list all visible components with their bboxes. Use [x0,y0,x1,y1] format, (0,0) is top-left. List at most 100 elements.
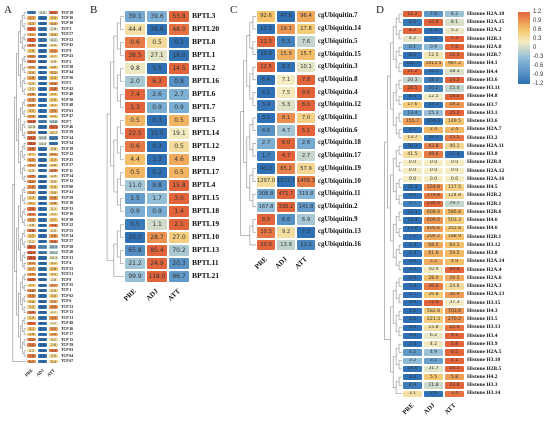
heatmap-cell: 0.5 [37,320,48,327]
heatmap-cell: 4.4 [48,20,59,27]
heatmap-row: 3.3 5.5 5.8 [402,373,465,382]
heatmap-row: 0.7 236.5 79.7 [402,199,465,208]
row-label: Histone H3.1 [467,109,498,116]
row-label: cgUbiquitin.18 [318,139,361,147]
row-label: cgUbiquitin.16 [318,241,361,249]
row-label: Histone H2A.6 [467,274,502,281]
heatmap-row: 0.6 179.8 124.8 [402,191,465,200]
heatmap-cell: 30.9 [444,290,465,299]
heatmap-cell: 47.6 [276,10,296,23]
heatmap-cell: 2.6 [423,389,444,398]
dendrogram-branches [106,16,124,277]
heatmap-row: 11.3 19.1 17.8 [256,22,316,36]
heatmap-cell: 15.5 [444,51,465,60]
heatmap-cell: 1072.7 [276,175,296,188]
heatmap-cell: 61.6 [423,249,444,258]
heatmap-cell: 2.2 [26,86,37,92]
row-label: cgUbiquitin.15 [318,50,361,58]
row-label: TCP 48 [61,103,74,108]
heatmap-cell: 270.2 [444,315,465,324]
row-label: Histone H3.2 [467,134,498,141]
heatmap-cell: 4.2 [423,340,444,349]
row-label: Histone H2B.7 [467,52,502,59]
heatmap-row: 4.2 0.8 2.9 [26,59,59,65]
heatmap-row: 0.9 28.0 29.5 [402,274,465,283]
heatmap-cell: 3.3 [402,373,423,382]
heatmap-row: 4.3 0.9 2.8 [26,277,59,283]
heatmap-cell: 0.9 [124,205,146,218]
heatmap-cell: 4.7 [276,124,296,137]
heatmap-cell: 1.4 [402,282,423,291]
heatmap-cell: 5.1 [296,124,316,137]
row-label: TCP 1 [61,288,72,293]
row-label: Histone H2A.11 [467,142,504,149]
heatmap-row: 0.0 0.0 0.0 [402,166,465,175]
heatmap-cell: 11.9 [48,135,59,141]
heatmap-cell: 2.5 [402,315,423,324]
row-label: Histone H3.7 [467,101,498,108]
row-label: cgUbiquitin.2 [318,202,358,210]
heatmap-cell: 15.8 [423,323,444,332]
heatmap-cell: 2.7 [48,217,59,223]
heatmap-row: 2.8 0.8 3.2 [26,48,59,54]
heatmap-cell: 14.1 [26,135,37,141]
heatmap-cell: 2.8 [48,277,59,283]
heatmap-cell: 1.3 [37,358,48,365]
legend-tick-label: -0.9 [533,72,544,78]
heatmap-row: 2.9 0.3 2.5 [26,97,59,103]
heatmap-cell: 2.6 [26,331,37,337]
heatmap-cell: 9.8 [124,62,146,75]
heatmap-cell: 5.8 [444,373,465,382]
heatmap-cell: 405.6 [423,224,444,233]
heatmap-row: 4.2 0.6 3.1 [26,337,59,343]
row-label: TCP 53 [61,304,74,309]
heatmap-cell: 0.6 [37,260,48,267]
heatmap-cell: 48.6 [423,150,444,159]
heatmap-cell: 28.0 [423,274,444,283]
heatmap-row: 4.4 1.3 4.6 [124,153,190,166]
heatmap-cell: 4.4 [124,153,146,166]
heatmap-cell: 6.6 [276,213,296,226]
heatmap-cell: 13.9 [276,238,296,252]
heatmap-cell: 0.8 [37,266,48,272]
heatmap-cell: 3.1 [26,26,37,32]
heatmap-cell: 2.6 [26,75,37,81]
heatmap-cell: 0.8 [37,342,48,348]
heatmap-row: 46.1 22.0 26.5 [26,244,59,250]
row-label: cgUbiquitin.13 [318,228,361,236]
heatmap-row: 2.1 2.4 2.4 [402,125,465,134]
heatmap-cell: 18.3 [37,249,48,256]
dendrogram-branches [240,16,256,246]
row-label: TCP 16 [61,212,74,217]
heatmap-cell: 4.0 [48,80,59,87]
heatmap-cell: 109.3 [423,117,444,126]
row-label: Histone H3.5 [467,316,498,323]
row-label: BPTL9 [192,154,216,164]
heatmap-row: 40.2 65.2 57.9 [256,162,316,176]
heatmap-cell: 12.1 [402,208,423,217]
heatmap-row: 3.7 0.5 2.2 [26,320,59,327]
heatmap-cell: 22.5 [124,127,146,140]
heatmap-row: 1.7 4.7 2.7 [256,149,316,163]
heatmap-cell: 0.5 [37,64,48,70]
heatmap-cell: 0.6 [37,31,48,38]
heatmap-cell: 2.5 [26,168,37,174]
heatmap-row: 3.7 0.5 3.4 [26,15,59,21]
row-label: Histone H2A.4 [467,266,502,273]
heatmap-cell: 0.4 [37,228,48,234]
heatmap-cell: 2.6 [296,137,316,150]
heatmap-cell: 2.6 [48,146,59,152]
heatmap-row: 20.0 13.9 11.2 [256,238,316,252]
heatmap-cell: 43.8 [423,142,444,151]
heatmap-cell: 38.5 [124,49,146,62]
heatmap-cell: 6.0 [48,10,59,16]
row-label: BPTL3 [192,11,216,21]
heatmap-cell: 1.0 [37,26,48,32]
panel-d-label: D [376,4,384,16]
heatmap-row: 0.6 0.3 0.5 [124,140,190,153]
heatmap-cell: 11.8 [423,381,444,390]
row-label: Histone H2B.3 [467,35,502,42]
heatmap-cell: 1.7 [402,290,423,299]
heatmap-grid-d: 11.2 7.6 8.2 6.5 10.4 8.1 6.2 4.3 5.2 4.2 3.3 5.3 0.… [402,10,465,398]
heatmap-cell: 0.3 [146,114,168,127]
